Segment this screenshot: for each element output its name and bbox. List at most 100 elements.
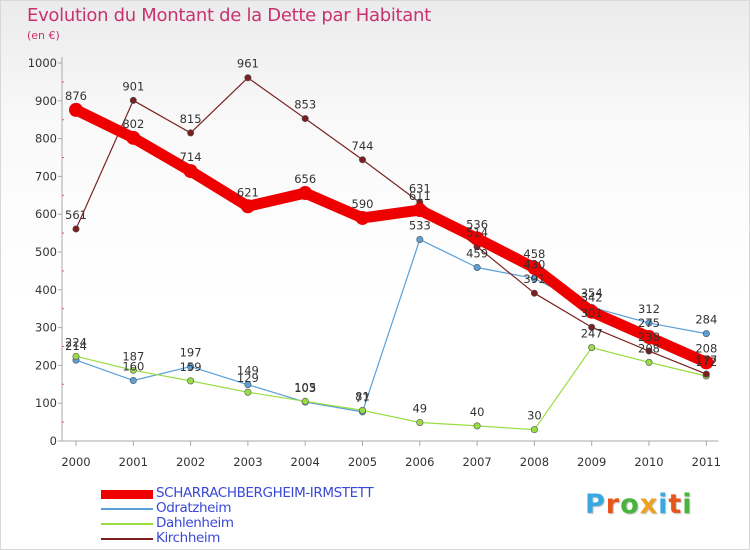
- data-point: [699, 355, 714, 370]
- data-point: [527, 260, 542, 275]
- data-label: 961: [237, 57, 259, 71]
- data-label: 514: [466, 226, 488, 240]
- data-label: 238: [638, 330, 660, 344]
- legend-swatch: [101, 508, 153, 510]
- data-label: 853: [294, 98, 316, 112]
- data-point: [416, 236, 424, 244]
- data-label: 354: [581, 286, 603, 300]
- y-tick-label: 100: [35, 396, 57, 410]
- data-label: 159: [180, 360, 202, 374]
- data-label: 49: [412, 401, 427, 415]
- x-tick-label: 2003: [233, 455, 262, 469]
- data-label: 802: [122, 117, 144, 131]
- legend-swatch: [101, 538, 153, 540]
- legend-label: SCHARRACHBERGHEIM-IRMSTETT: [156, 485, 374, 501]
- data-point: [642, 330, 656, 345]
- series-line: [75, 238, 707, 413]
- data-point: [187, 377, 195, 385]
- data-point: [244, 388, 252, 396]
- data-point: [187, 129, 195, 137]
- x-tick-label: 2007: [462, 455, 491, 469]
- legend-label: Odratzheim: [156, 500, 232, 516]
- series-line: [75, 77, 707, 375]
- x-tick-label: 2011: [692, 455, 721, 469]
- data-label: 187: [122, 349, 144, 363]
- data-label: 458: [523, 247, 545, 261]
- series-line: [70, 104, 712, 368]
- data-point: [355, 210, 370, 225]
- data-point: [244, 381, 252, 389]
- data-label: 105: [294, 380, 316, 394]
- data-point: [416, 418, 424, 426]
- data-label: 656: [294, 172, 316, 186]
- data-label: 815: [180, 112, 202, 126]
- x-tick-label: 2005: [348, 455, 377, 469]
- data-label: 714: [180, 150, 202, 164]
- data-label: 342: [581, 291, 603, 305]
- x-tick-label: 2010: [634, 455, 663, 469]
- data-label: 561: [65, 208, 87, 222]
- legend-swatch: [101, 489, 153, 499]
- legend-swatch: [101, 523, 153, 525]
- data-label: 301: [581, 306, 603, 320]
- data-point: [645, 358, 653, 366]
- data-label: 197: [180, 346, 202, 360]
- data-label: 391: [523, 272, 545, 286]
- data-label: 247: [581, 327, 603, 341]
- data-label: 30: [527, 409, 542, 423]
- x-tick-label: 2000: [61, 455, 90, 469]
- data-label: 901: [122, 79, 144, 93]
- data-label: 160: [122, 360, 144, 374]
- data-point: [702, 330, 710, 338]
- proxiti-logo: Proxiti: [585, 489, 693, 520]
- data-point: [72, 352, 80, 360]
- legend-label: Dahlenheim: [156, 515, 234, 531]
- x-tick-label: 2006: [405, 455, 434, 469]
- y-tick-label: 1000: [28, 56, 57, 70]
- y-tick-label: 600: [35, 207, 57, 221]
- data-point: [301, 397, 309, 405]
- data-point: [129, 377, 137, 385]
- data-point: [645, 347, 653, 355]
- data-label: 129: [237, 371, 259, 385]
- data-label: 533: [409, 219, 431, 233]
- data-point: [702, 370, 710, 378]
- x-tick-label: 2008: [520, 455, 549, 469]
- x-tick-label: 2009: [577, 455, 606, 469]
- data-point: [645, 319, 653, 327]
- y-tick-label: 800: [35, 132, 57, 146]
- data-label: 590: [352, 197, 374, 211]
- data-label: 77: [355, 391, 370, 405]
- axes: 0 100 200 300 400 500 600 700 800 900 1000 2000 2001…: [28, 56, 721, 469]
- data-label: 172: [695, 355, 717, 369]
- data-label: 208: [695, 341, 717, 355]
- data-point: [588, 344, 596, 352]
- data-label: 611: [409, 189, 431, 203]
- data-label: 40: [470, 405, 485, 419]
- data-label: 430: [523, 257, 545, 271]
- y-tick-label: 500: [35, 245, 57, 259]
- data-point: [530, 289, 538, 297]
- y-tick-label: 400: [35, 283, 57, 297]
- data-label: 103: [294, 381, 316, 395]
- y-tick-label: 700: [35, 169, 57, 183]
- series-layer: [69, 74, 714, 434]
- data-point: [129, 366, 137, 374]
- y-tick-label: 300: [35, 321, 57, 335]
- y-tick-label: 200: [35, 358, 57, 372]
- y-tick-label: 900: [35, 94, 57, 108]
- data-point: [126, 130, 141, 145]
- data-point: [412, 203, 427, 218]
- data-label: 876: [65, 89, 87, 103]
- data-point: [530, 426, 538, 434]
- data-point: [470, 231, 485, 246]
- data-point: [358, 406, 366, 414]
- legend-label: Kirchheim: [156, 530, 220, 546]
- chart-title: Evolution du Montant de la Dette par Hab…: [27, 5, 431, 26]
- data-point: [584, 304, 599, 319]
- data-label: 621: [237, 185, 259, 199]
- data-label: 536: [466, 217, 488, 231]
- data-label: 275: [638, 316, 660, 330]
- y-tick-label: 0: [50, 434, 57, 448]
